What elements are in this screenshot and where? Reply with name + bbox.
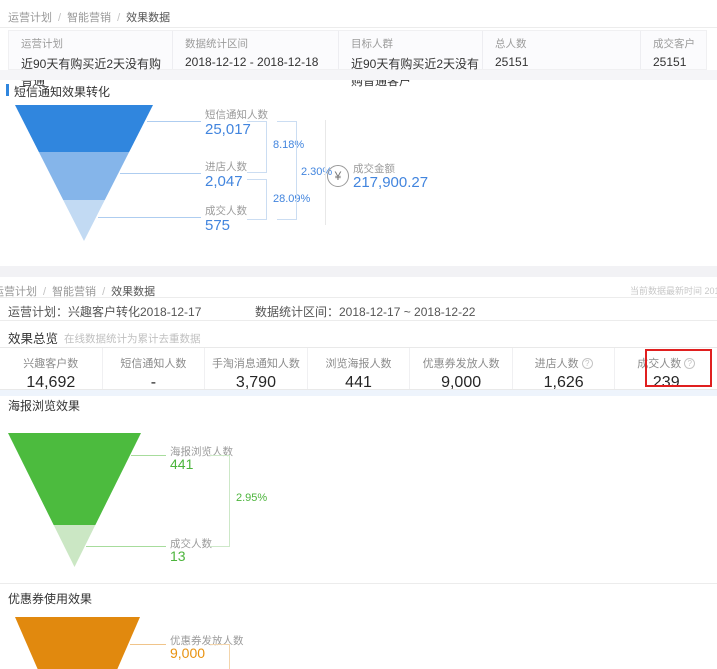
summary-col-total-count: 总人数 25151 bbox=[483, 31, 641, 69]
rate-bracket-1 bbox=[247, 121, 267, 173]
stat-value: 14,692 bbox=[26, 374, 76, 391]
deal-amount-label: 成交金额 bbox=[353, 163, 395, 175]
breadcrumb-item-effect-data: 效果数据 bbox=[126, 12, 171, 24]
stat-value: 3,790 bbox=[235, 374, 276, 391]
poster-conversion-rate: 2.95% bbox=[234, 492, 270, 504]
stat-value: 1,626 bbox=[543, 374, 584, 391]
rate-bracket-partial bbox=[210, 644, 230, 669]
summary-value: 25151 bbox=[653, 55, 687, 69]
table-footer-band bbox=[0, 390, 717, 396]
summary-col-date-range: 数据统计区间 2018-12-12 - 2018-12-18 bbox=[173, 31, 339, 69]
section-accent-bar bbox=[6, 84, 9, 96]
sms-funnel-section-title: 短信通知效果转化 bbox=[14, 85, 111, 99]
stage-label-deals: 成交人数 bbox=[170, 538, 212, 550]
funnel-segment-deals bbox=[15, 200, 153, 241]
stat-col-interest-customers: 兴趣客户数 14,692 bbox=[0, 348, 103, 391]
breadcrumb-item-effect-data: 效果数据 bbox=[111, 286, 156, 298]
breadcrumb: 运营计划 / 智能营销 / 效果数据 bbox=[0, 283, 155, 299]
yen-icon: ¥ bbox=[327, 165, 349, 187]
stage-value-sms-notified: 25,017 bbox=[205, 121, 251, 138]
plan-summary-card: 运营计划 近90天有购买近2天没有购普通 数据统计区间 2018-12-12 -… bbox=[8, 30, 707, 88]
stat-value: 441 bbox=[345, 374, 372, 391]
deal-amount-value: 217,900.27 bbox=[353, 174, 429, 191]
connector-line bbox=[120, 173, 201, 174]
stat-header: 进店人数? bbox=[513, 355, 615, 371]
stage-label-sms-notified: 短信通知人数 bbox=[205, 109, 268, 121]
data-update-time-note: 当前数据最新时间 2018-12 bbox=[630, 286, 717, 296]
breadcrumb-item-operation-plan[interactable]: 运营计划 bbox=[8, 12, 52, 24]
overview-title: 效果总览 bbox=[8, 332, 59, 346]
stat-col-poster-views: 浏览海报人数 441 bbox=[308, 348, 411, 391]
connector-line bbox=[86, 546, 166, 547]
stat-col-coupons-issued: 优惠券发放人数 9,000 bbox=[410, 348, 513, 391]
stat-col-store-visits: 进店人数? 1,626 bbox=[513, 348, 616, 391]
stat-value: - bbox=[150, 374, 157, 391]
divider bbox=[0, 583, 717, 584]
breadcrumb-separator: / bbox=[102, 286, 106, 298]
funnel-segment-store-visits bbox=[15, 152, 153, 200]
rate-bracket-overall bbox=[277, 121, 297, 220]
stat-header: 优惠券发放人数 bbox=[422, 358, 500, 370]
coupon-funnel-chart bbox=[15, 617, 140, 669]
stage-value-store-visits: 2,047 bbox=[205, 173, 243, 190]
funnel-segment-poster-views bbox=[8, 433, 141, 525]
divider bbox=[0, 320, 717, 321]
overview-stats-table: 兴趣客户数 14,692 短信通知人数 - 手淘消息通知人数 3,790 浏览海… bbox=[0, 347, 717, 391]
summary-label: 成交客户 bbox=[653, 38, 695, 50]
stat-col-deal-count: 成交人数? 239 bbox=[615, 348, 717, 391]
stat-header: 浏览海报人数 bbox=[325, 358, 392, 370]
breadcrumb-item-smart-marketing[interactable]: 智能营销 bbox=[67, 12, 112, 24]
section-gap-band bbox=[0, 266, 717, 277]
info-icon[interactable]: ? bbox=[581, 358, 593, 369]
summary-col-plan: 运营计划 近90天有购买近2天没有购普通 bbox=[9, 31, 173, 88]
vertical-divider bbox=[325, 120, 326, 225]
divider bbox=[0, 297, 717, 298]
connector-line bbox=[130, 644, 166, 645]
stat-header: 手淘消息通知人数 bbox=[211, 358, 300, 370]
rate-bracket-2 bbox=[247, 179, 267, 220]
overview-note: 在线数据统计为累计去重数据 bbox=[64, 333, 201, 345]
summary-label: 总人数 bbox=[495, 38, 527, 50]
poster-funnel-section-title: 海报浏览效果 bbox=[8, 399, 81, 413]
stat-header: 成交人数? bbox=[615, 355, 717, 371]
conversion-rate-2-3: 28.09% bbox=[271, 193, 313, 205]
connector-line bbox=[131, 455, 166, 456]
summary-label: 目标人群 bbox=[351, 38, 393, 50]
stage-value-poster-views: 441 bbox=[170, 456, 194, 472]
date-range-text: 数据统计区间：2018-12-17 ~ 2018-12-22 bbox=[255, 305, 476, 319]
divider bbox=[0, 27, 717, 28]
stat-header: 短信通知人数 bbox=[120, 358, 187, 370]
stage-value-deals: 13 bbox=[170, 548, 186, 564]
summary-col-target-audience: 目标人群 近90天有购买近2天没有购普通客户 bbox=[339, 31, 483, 88]
rate-bracket bbox=[210, 455, 230, 547]
funnel-segment-sms-notified bbox=[15, 105, 153, 152]
stat-col-sms-notified: 短信通知人数 - bbox=[103, 348, 206, 391]
info-icon[interactable]: ? bbox=[684, 358, 696, 369]
breadcrumb: 运营计划 / 智能营销 / 效果数据 bbox=[8, 9, 170, 25]
stat-value: 9,000 bbox=[441, 374, 482, 391]
stat-col-app-message-notified: 手淘消息通知人数 3,790 bbox=[205, 348, 308, 391]
connector-line bbox=[98, 217, 201, 218]
stat-header: 兴趣客户数 bbox=[23, 358, 79, 370]
breadcrumb-separator: / bbox=[58, 12, 62, 24]
summary-value: 25151 bbox=[495, 55, 529, 69]
breadcrumb-item-operation-plan[interactable]: 运营计划 bbox=[0, 286, 37, 298]
plan-name-text: 运营计划：兴趣客户转化2018-12-17 bbox=[8, 305, 202, 319]
summary-label: 数据统计区间 bbox=[185, 38, 248, 50]
breadcrumb-item-smart-marketing[interactable]: 智能营销 bbox=[52, 286, 97, 298]
spacer-band bbox=[0, 70, 717, 80]
stage-label-store-visits: 进店人数 bbox=[205, 161, 247, 173]
stage-label-deals: 成交人数 bbox=[205, 205, 247, 217]
connector-line bbox=[147, 121, 201, 122]
summary-col-deal-customers: 成交客户 25151 bbox=[641, 31, 706, 69]
breadcrumb-separator: / bbox=[43, 286, 47, 298]
summary-value: 2018-12-12 - 2018-12-18 bbox=[185, 55, 319, 69]
summary-label: 运营计划 bbox=[21, 38, 63, 50]
stage-value-deals: 575 bbox=[205, 217, 231, 234]
coupon-funnel-section-title: 优惠券使用效果 bbox=[8, 592, 93, 606]
stage-value-coupons-issued: 9,000 bbox=[170, 645, 206, 661]
breadcrumb-separator: / bbox=[117, 12, 121, 24]
